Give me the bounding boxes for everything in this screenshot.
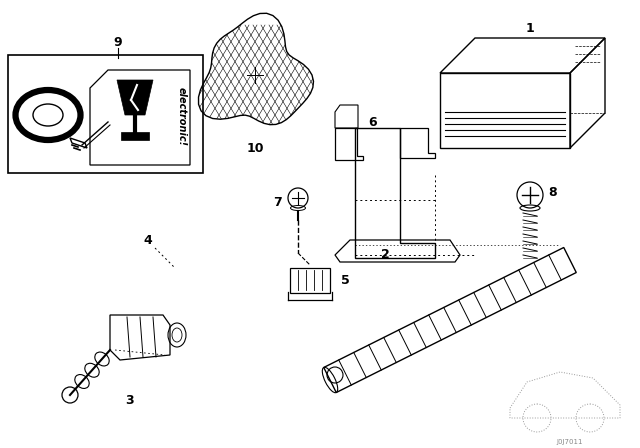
Text: 8: 8 <box>548 186 557 199</box>
Text: 3: 3 <box>125 393 134 406</box>
Ellipse shape <box>33 104 63 126</box>
Text: 7: 7 <box>274 195 282 208</box>
Text: 1: 1 <box>525 22 534 34</box>
Bar <box>8 55 203 173</box>
Text: electronic!: electronic! <box>177 87 187 146</box>
Text: J0J7011: J0J7011 <box>557 439 583 445</box>
Text: 5: 5 <box>340 273 349 287</box>
Text: 10: 10 <box>246 142 264 155</box>
Polygon shape <box>121 132 149 140</box>
Bar <box>290 268 330 293</box>
Text: 4: 4 <box>143 233 152 246</box>
Text: 6: 6 <box>369 116 378 129</box>
Text: 9: 9 <box>114 35 122 48</box>
Text: 2: 2 <box>381 249 389 262</box>
Polygon shape <box>117 80 153 115</box>
